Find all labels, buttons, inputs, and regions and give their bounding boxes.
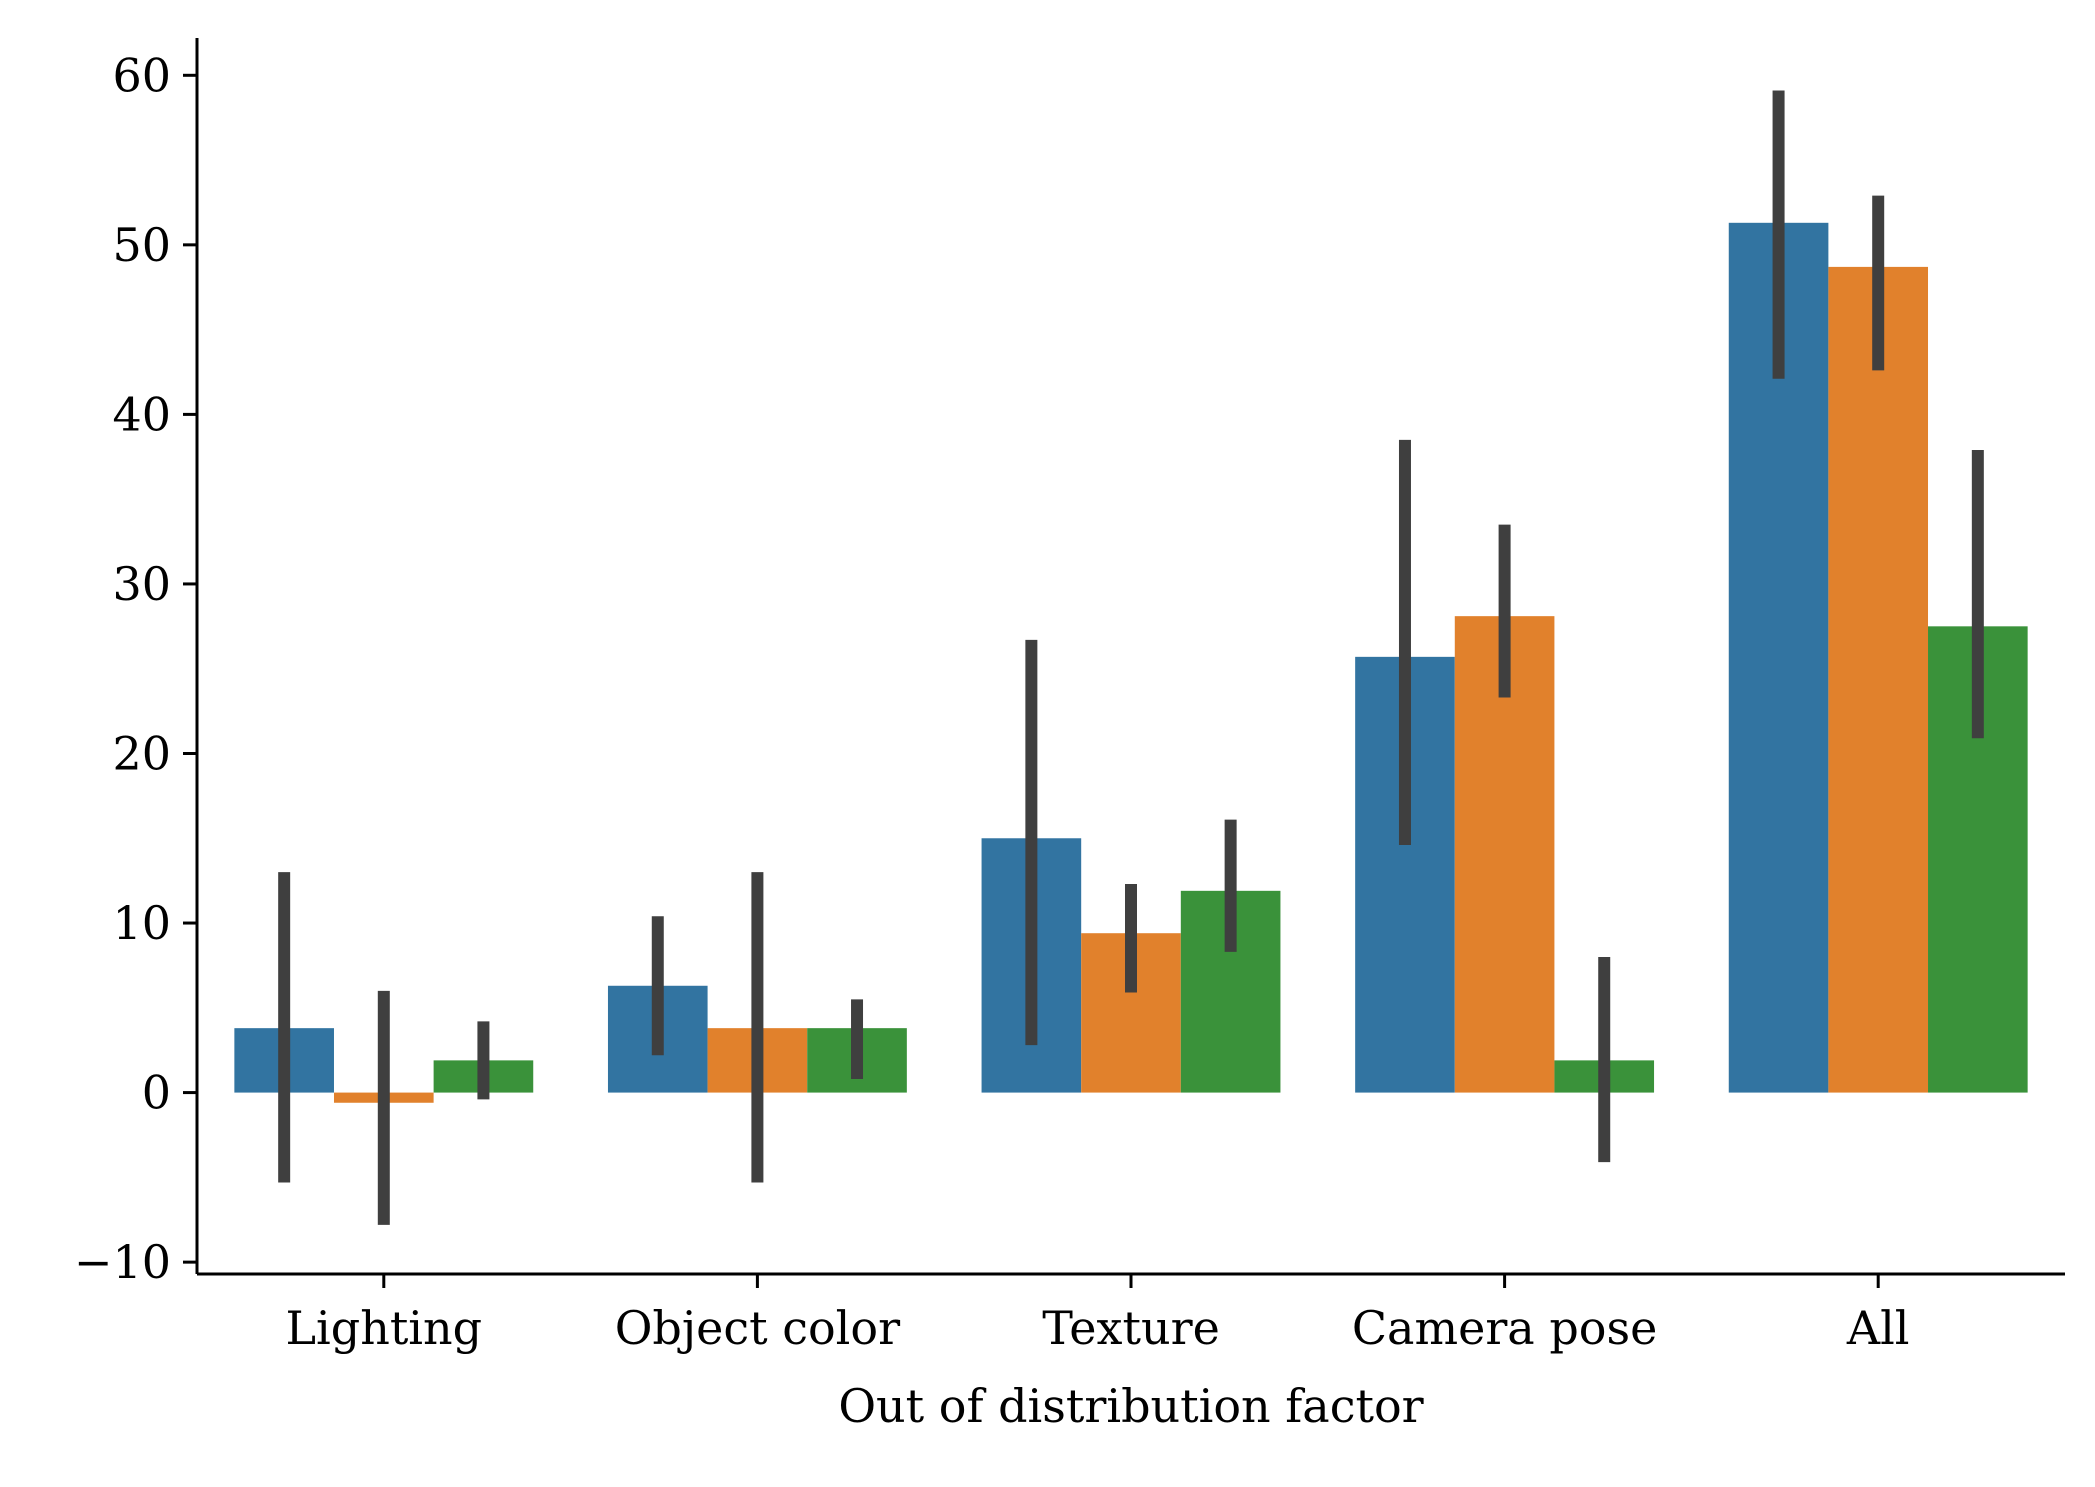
error-bars-layer [278, 90, 1984, 1225]
bar-4-1 [1828, 266, 1929, 1093]
x-tick-label: Camera pose [1352, 1301, 1657, 1355]
y-tick-label: 40 [112, 387, 171, 441]
x-tick-label: Lighting [285, 1301, 482, 1355]
y-tick-label: 60 [112, 48, 171, 102]
y-tick-label: 20 [112, 726, 171, 780]
x-tick-label: Object color [615, 1301, 900, 1355]
x-axis-title: Out of distribution factor [838, 1379, 1423, 1433]
y-ticks: −10 0 10 20 30 40 50 60 [74, 48, 197, 1289]
y-tick-label: −10 [74, 1235, 171, 1289]
y-tick-label: 50 [112, 218, 171, 272]
x-tick-label: Texture [1042, 1301, 1220, 1355]
x-tick-label: All [1846, 1301, 1910, 1355]
x-ticks: Lighting Object color Texture Camera pose Al… [285, 1274, 1910, 1355]
y-tick-label: 0 [142, 1066, 171, 1120]
y-tick-label: 30 [112, 557, 171, 611]
y-tick-label: 10 [112, 896, 171, 950]
bars-layer [234, 222, 2028, 1103]
